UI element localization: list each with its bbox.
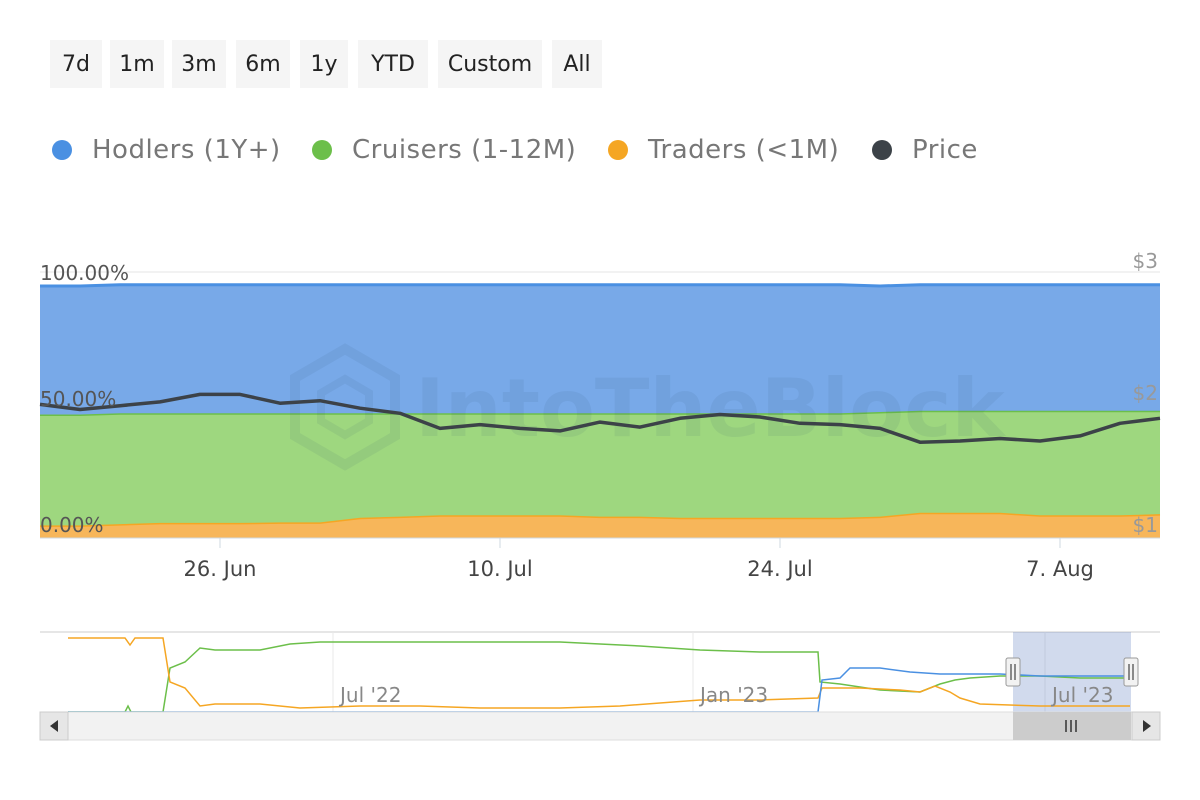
range-button-7d[interactable]: 7d: [50, 40, 102, 88]
scroll-right-arrow-icon: [1143, 720, 1151, 732]
navigator-handle-left[interactable]: [1005, 657, 1021, 687]
legend-label-hodlers: Hodlers (1Y+): [92, 135, 281, 165]
legend-item-traders[interactable]: Traders (<1M): [608, 130, 839, 170]
navigator-handle-right[interactable]: [1123, 657, 1139, 687]
x-tick-label: 24. Jul: [747, 557, 812, 581]
legend-item-price[interactable]: Price: [872, 130, 978, 170]
scrollbar-right-button[interactable]: [1131, 711, 1161, 741]
scrollbar-track[interactable]: [39, 711, 1161, 741]
range-button-ytd[interactable]: YTD: [358, 40, 428, 88]
y-left-tick-label: 50.00%: [40, 387, 116, 411]
navigator-cruisers-line: [68, 641, 1130, 713]
scrollbar-thumb[interactable]: [1013, 712, 1131, 740]
navigator-label-jul23: Jul '23: [1050, 683, 1113, 707]
hodlers-legend-dot-icon: [52, 140, 72, 160]
range-button-all[interactable]: All: [552, 40, 602, 88]
price-series-group: [39, 392, 1161, 444]
traders-area: [40, 512, 1160, 538]
price-line: [39, 392, 1161, 444]
x-axis: 26. Jun 10. Jul 24. Jul 7. Aug: [184, 538, 1094, 581]
legend-item-cruisers[interactable]: Cruisers (1-12M): [312, 130, 576, 170]
y-left-tick-label: 0.00%: [40, 513, 104, 537]
x-tick-label: 10. Jul: [467, 557, 532, 581]
y-right-tick-label: $2: [1133, 381, 1158, 405]
range-button-3m[interactable]: 3m: [172, 40, 226, 88]
y-axis-right: $3 $2 $1: [1133, 249, 1158, 537]
watermark-logo-icon: [290, 343, 400, 471]
price-legend-dot-icon: [872, 140, 892, 160]
cruisers-legend-dot-icon: [312, 140, 332, 160]
navigator-traders-line: [68, 637, 1130, 709]
y-right-tick-label: $1: [1133, 513, 1158, 537]
hodlers-area: [40, 284, 1160, 415]
main-chart: IntoTheBlock 100.00%50.00%0.00% $3$2$1 2…: [39, 249, 1161, 581]
navigator-label-jul22: Jul '22: [338, 683, 401, 707]
legend-label-price: Price: [912, 135, 978, 165]
scroll-left-arrow-icon: [50, 720, 58, 732]
range-button-1y[interactable]: 1y: [300, 40, 348, 88]
y-left-tick-label: 100.00%: [40, 261, 129, 285]
range-button-6m[interactable]: 6m: [236, 40, 290, 88]
range-button-custom[interactable]: Custom: [438, 40, 542, 88]
navigator: Jul '22 Jan '23 Jul '23: [39, 631, 1161, 741]
y-right-tick-label: $3: [1133, 249, 1158, 273]
range-button-1m[interactable]: 1m: [110, 40, 164, 88]
cruisers-area: [40, 410, 1160, 526]
scrollbar-left-button[interactable]: [39, 711, 69, 741]
y-axis-left: 100.00% 50.00% 0.00%: [40, 261, 129, 537]
navigator-label-jan23: Jan '23: [698, 683, 768, 707]
legend-item-hodlers[interactable]: Hodlers (1Y+): [52, 130, 281, 170]
area-series-group: [40, 283, 1161, 538]
navigator-selected-range[interactable]: [1013, 632, 1131, 712]
x-tick-label: 26. Jun: [184, 557, 257, 581]
x-tick-label: 7. Aug: [1026, 557, 1094, 581]
navigator-background: [40, 632, 1160, 712]
traders-legend-dot-icon: [608, 140, 628, 160]
legend-label-cruisers: Cruisers (1-12M): [352, 135, 577, 165]
legend-label-traders: Traders (<1M): [648, 135, 840, 165]
hodlers-line: [40, 283, 1160, 288]
